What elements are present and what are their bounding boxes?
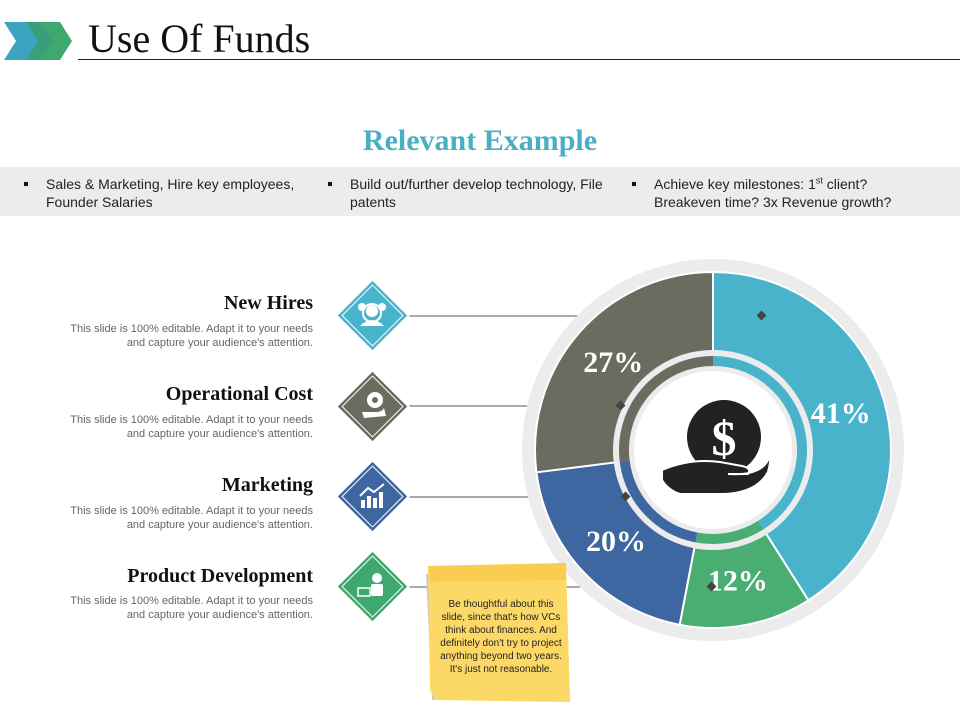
diamond-operational-cost (335, 369, 410, 444)
svg-text:$: $ (712, 410, 737, 466)
donut-inner-arc-2 (695, 520, 764, 544)
connector-dot (615, 400, 626, 411)
section-subtitle: Relevant Example (362, 124, 598, 157)
category-desc-new-hires: This slide is 100% editable. Adapt it to… (70, 323, 313, 349)
team-icon (358, 303, 386, 326)
category-title-marketing: Marketing (221, 474, 313, 496)
donut-inner-arc-4 (619, 356, 714, 462)
category-desc-marketing: This slide is 100% editable. Adapt it to… (70, 505, 313, 531)
bullet-marker (632, 182, 636, 186)
category-title-new-hires: New Hires (223, 292, 313, 314)
examples-band: Sales & Marketing, Hire key employees, F… (0, 167, 960, 216)
category-desc-operational-cost: This slide is 100% editable. Adapt it to… (70, 414, 313, 440)
donut-inner-arc-3 (619, 460, 698, 543)
donut-percent-labels: 41% 12% 20% 27% (583, 346, 870, 598)
category-title-operational-cost: Operational Cost (165, 383, 313, 405)
band-bullet-1: Sales & Marketing, Hire key employees, F… (24, 175, 336, 211)
category-desc-product-development: This slide is 100% editable. Adapt it to… (70, 595, 313, 621)
sticky-note-text: Be thoughtful about this slide, since th… (440, 599, 562, 675)
donut-inner-arcs (619, 356, 807, 544)
donut-percent-label-1: 41% (811, 397, 871, 430)
sticky-note (426, 563, 570, 702)
diamond-marketing (335, 459, 410, 534)
bullet-marker (24, 182, 28, 186)
chevron-arrows-icon (4, 22, 72, 60)
band-bullet-3: Achieve key milestones: 1st client? Brea… (632, 175, 944, 211)
donut-percent-label-3: 20% (586, 525, 646, 558)
connector-dot (620, 491, 631, 502)
donut-percent-label-2: 12% (708, 565, 768, 598)
diamond-new-hires (335, 278, 410, 353)
page-title: Use Of Funds (88, 16, 311, 61)
connector-dot (706, 581, 717, 592)
growth-chart-icon (359, 483, 385, 508)
bullet-marker (328, 182, 332, 186)
title-divider (78, 59, 960, 60)
band-bullet-2: Build out/further develop technology, Fi… (328, 175, 640, 211)
diamond-product-development (335, 549, 410, 624)
connector-dot (756, 310, 767, 321)
category-title-product-development: Product Development (127, 565, 313, 587)
money-hand-icon: $ (661, 400, 771, 495)
gear-hand-icon (362, 392, 386, 418)
presenter-icon (357, 573, 383, 597)
donut-inner-arc-1 (712, 356, 807, 530)
donut-percent-label-4: 27% (583, 346, 643, 379)
